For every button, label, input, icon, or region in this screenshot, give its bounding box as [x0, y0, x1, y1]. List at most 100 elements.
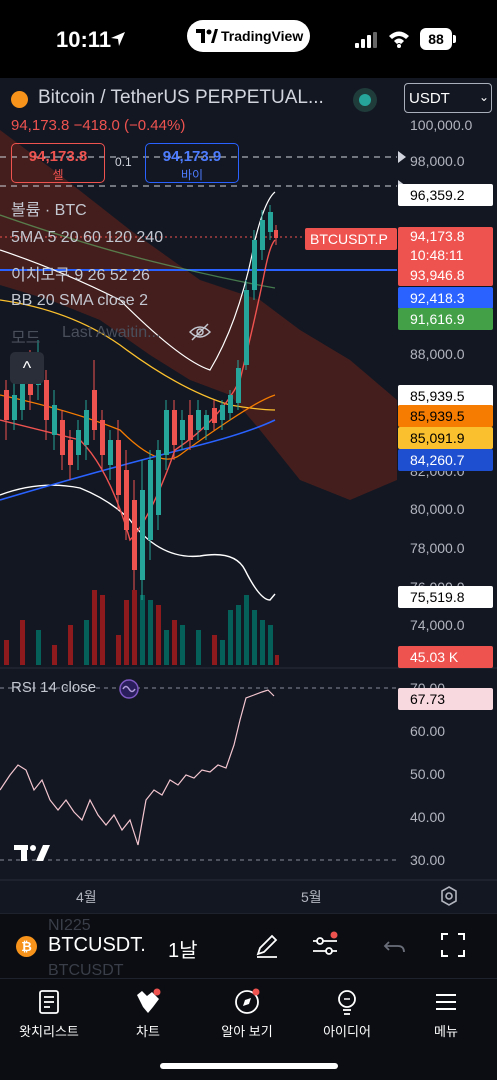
rsi-settings-icon[interactable]: [118, 678, 140, 700]
app-pill[interactable]: TradingView: [187, 20, 310, 52]
app-pill-label: TradingView: [221, 28, 304, 44]
symbol-price-tag: BTCUSDT.P: [305, 228, 397, 250]
sell-button[interactable]: 94,173.8 셀: [11, 143, 105, 183]
ma-green-line: [0, 214, 276, 289]
nav-item-watchlist[interactable]: 왓치리스트: [0, 987, 99, 1057]
symbol-title[interactable]: Bitcoin / TetherUS PERPETUAL...: [38, 87, 324, 108]
btc-symbol-icon: ₿: [16, 936, 37, 957]
last-price: 94,173.8: [11, 117, 70, 134]
interval-selector[interactable]: 1날: [168, 940, 198, 962]
symbol-toolbar: NI225 ₿ BTCUSDT. BTCUSDT 1날: [0, 913, 497, 979]
nav-label-chart: 차트: [136, 1024, 160, 1039]
undo-icon[interactable]: [380, 930, 410, 960]
status-time: 10:11: [56, 27, 112, 52]
ma-blue-tag: 92,418.3: [398, 287, 493, 309]
nav-label-watchlist: 왓치리스트: [19, 1024, 79, 1039]
nav-item-ideas[interactable]: 아이디어: [297, 987, 397, 1057]
buy-price: 94,173.9: [162, 148, 222, 165]
ma-yellow-tag: 85,091.9: [398, 427, 493, 449]
tradingview-watermark-icon: [14, 845, 50, 861]
chevron-down-icon: ⌄: [479, 90, 490, 104]
rsi-label[interactable]: RSI 14 close: [11, 679, 97, 696]
rsi-axis-label: 30.00: [410, 852, 446, 868]
rsi-axis-label: 60.00: [410, 723, 446, 739]
buy-button[interactable]: 94,173.9 바이: [145, 143, 239, 183]
chart-settings-icon[interactable]: [439, 886, 459, 906]
nav-item-menu[interactable]: 메뉴: [396, 987, 496, 1057]
ma-orange-line: [0, 394, 276, 460]
battery-tip: [453, 35, 456, 43]
chart-canvas[interactable]: [0, 78, 497, 913]
price-axis-label: 74,000.0: [410, 617, 465, 633]
pen-icon[interactable]: [252, 930, 282, 960]
ma-orange-tag: 85,939.5: [398, 405, 493, 427]
collapse-legend-button[interactable]: ^: [10, 352, 44, 384]
indicator-mode[interactable]: 모드: [11, 330, 41, 347]
bb-lower-line: [0, 484, 276, 601]
cellular-signal-icon: [355, 32, 377, 48]
nav-label-explore: 알아 보기: [221, 1024, 273, 1039]
current-price-tag: 94,173.8 10:48:11: [398, 227, 493, 267]
watchlist-icon: [39, 990, 59, 1014]
indicator-volume[interactable]: 볼륨 · BTC: [11, 202, 87, 219]
ma-blue-line: [0, 419, 276, 501]
indicator-ma[interactable]: 5MA 5 20 60 120 240: [11, 229, 164, 246]
nav-item-explore[interactable]: 알아 보기: [197, 987, 297, 1057]
market-open-indicator: [353, 88, 377, 112]
bar-countdown: 10:48:11: [410, 247, 464, 263]
indicator-last-awaiting[interactable]: Last Awaitin...: [62, 324, 161, 341]
price-axis-label: 78,000.0: [410, 540, 465, 556]
candlesticks: [4, 205, 278, 600]
menu-icon: [436, 994, 456, 1010]
indicator-sliders-icon[interactable]: [310, 930, 340, 960]
currency-select[interactable]: USDT ⌄: [404, 83, 492, 113]
ichimoku-cloud: [0, 130, 397, 500]
chart-area[interactable]: [0, 78, 497, 913]
change-value: −418.0: [73, 117, 120, 134]
volume-tag: 45.03 K: [398, 646, 493, 668]
eye-off-icon[interactable]: [189, 322, 211, 342]
chart-icon: [137, 988, 161, 1013]
fullscreen-icon[interactable]: [438, 930, 468, 960]
indicator-ichimoku[interactable]: 이치모쿠 9 26 52 26: [11, 267, 150, 284]
home-indicator[interactable]: [160, 1063, 338, 1069]
time-axis-label-april: 4월: [76, 889, 97, 905]
wifi-icon: [389, 31, 409, 48]
time-axis-label-may: 5월: [301, 889, 322, 905]
toolbar-symbol[interactable]: BTCUSDT.: [48, 934, 146, 956]
current-price-value: 94,173.8: [410, 228, 465, 244]
rsi-line: [0, 689, 275, 846]
toolbar-ghost-symbol-above: NI225: [48, 917, 91, 934]
alert-level-tag[interactable]: 96,359.2: [398, 184, 493, 206]
volume-bars: [4, 590, 279, 665]
status-bar: 10:11 TradingView 88: [0, 0, 497, 78]
ma-red-tag: 93,946.8: [398, 264, 493, 286]
nav-item-chart[interactable]: 차트: [98, 987, 198, 1057]
location-arrow-icon: [111, 32, 125, 46]
toolbar-ghost-symbol-below: BTCUSDT: [48, 962, 124, 979]
explore-icon: [235, 988, 260, 1014]
bb-lower-tag: 75,519.8: [398, 586, 493, 608]
price-change-line: 94,173.8 −418.0 (−0.44%): [11, 117, 185, 134]
indicator-bb[interactable]: BB 20 SMA close 2: [11, 292, 148, 309]
btc-coin-icon: [11, 91, 28, 108]
buy-label: 바이: [180, 168, 204, 182]
sell-price: 94,173.8: [28, 148, 88, 165]
price-axis-label: 100,000.0: [410, 117, 473, 133]
nav-label-ideas: 아이디어: [323, 1024, 371, 1039]
rsi-axis-label: 40.00: [410, 809, 446, 825]
bb-upper-line: [0, 191, 276, 371]
tradingview-logo-icon: [196, 29, 218, 43]
ma-blue2-tag: 84,260.7: [398, 449, 493, 471]
price-axis-label: 98,000.0: [410, 153, 465, 169]
sell-label: 셀: [52, 168, 64, 182]
level-98000-arrow: [398, 151, 406, 163]
price-axis-label: 88,000.0: [410, 346, 465, 362]
nav-label-menu: 메뉴: [434, 1024, 458, 1039]
change-percent: (−0.44%): [124, 117, 186, 134]
ma-white-tag: 85,939.5: [398, 385, 493, 407]
price-axis-label: 80,000.0: [410, 501, 465, 517]
battery-indicator: 88: [420, 28, 452, 50]
rsi-axis-label: 50.00: [410, 766, 446, 782]
rsi-value-tag: 67.73: [398, 688, 493, 710]
